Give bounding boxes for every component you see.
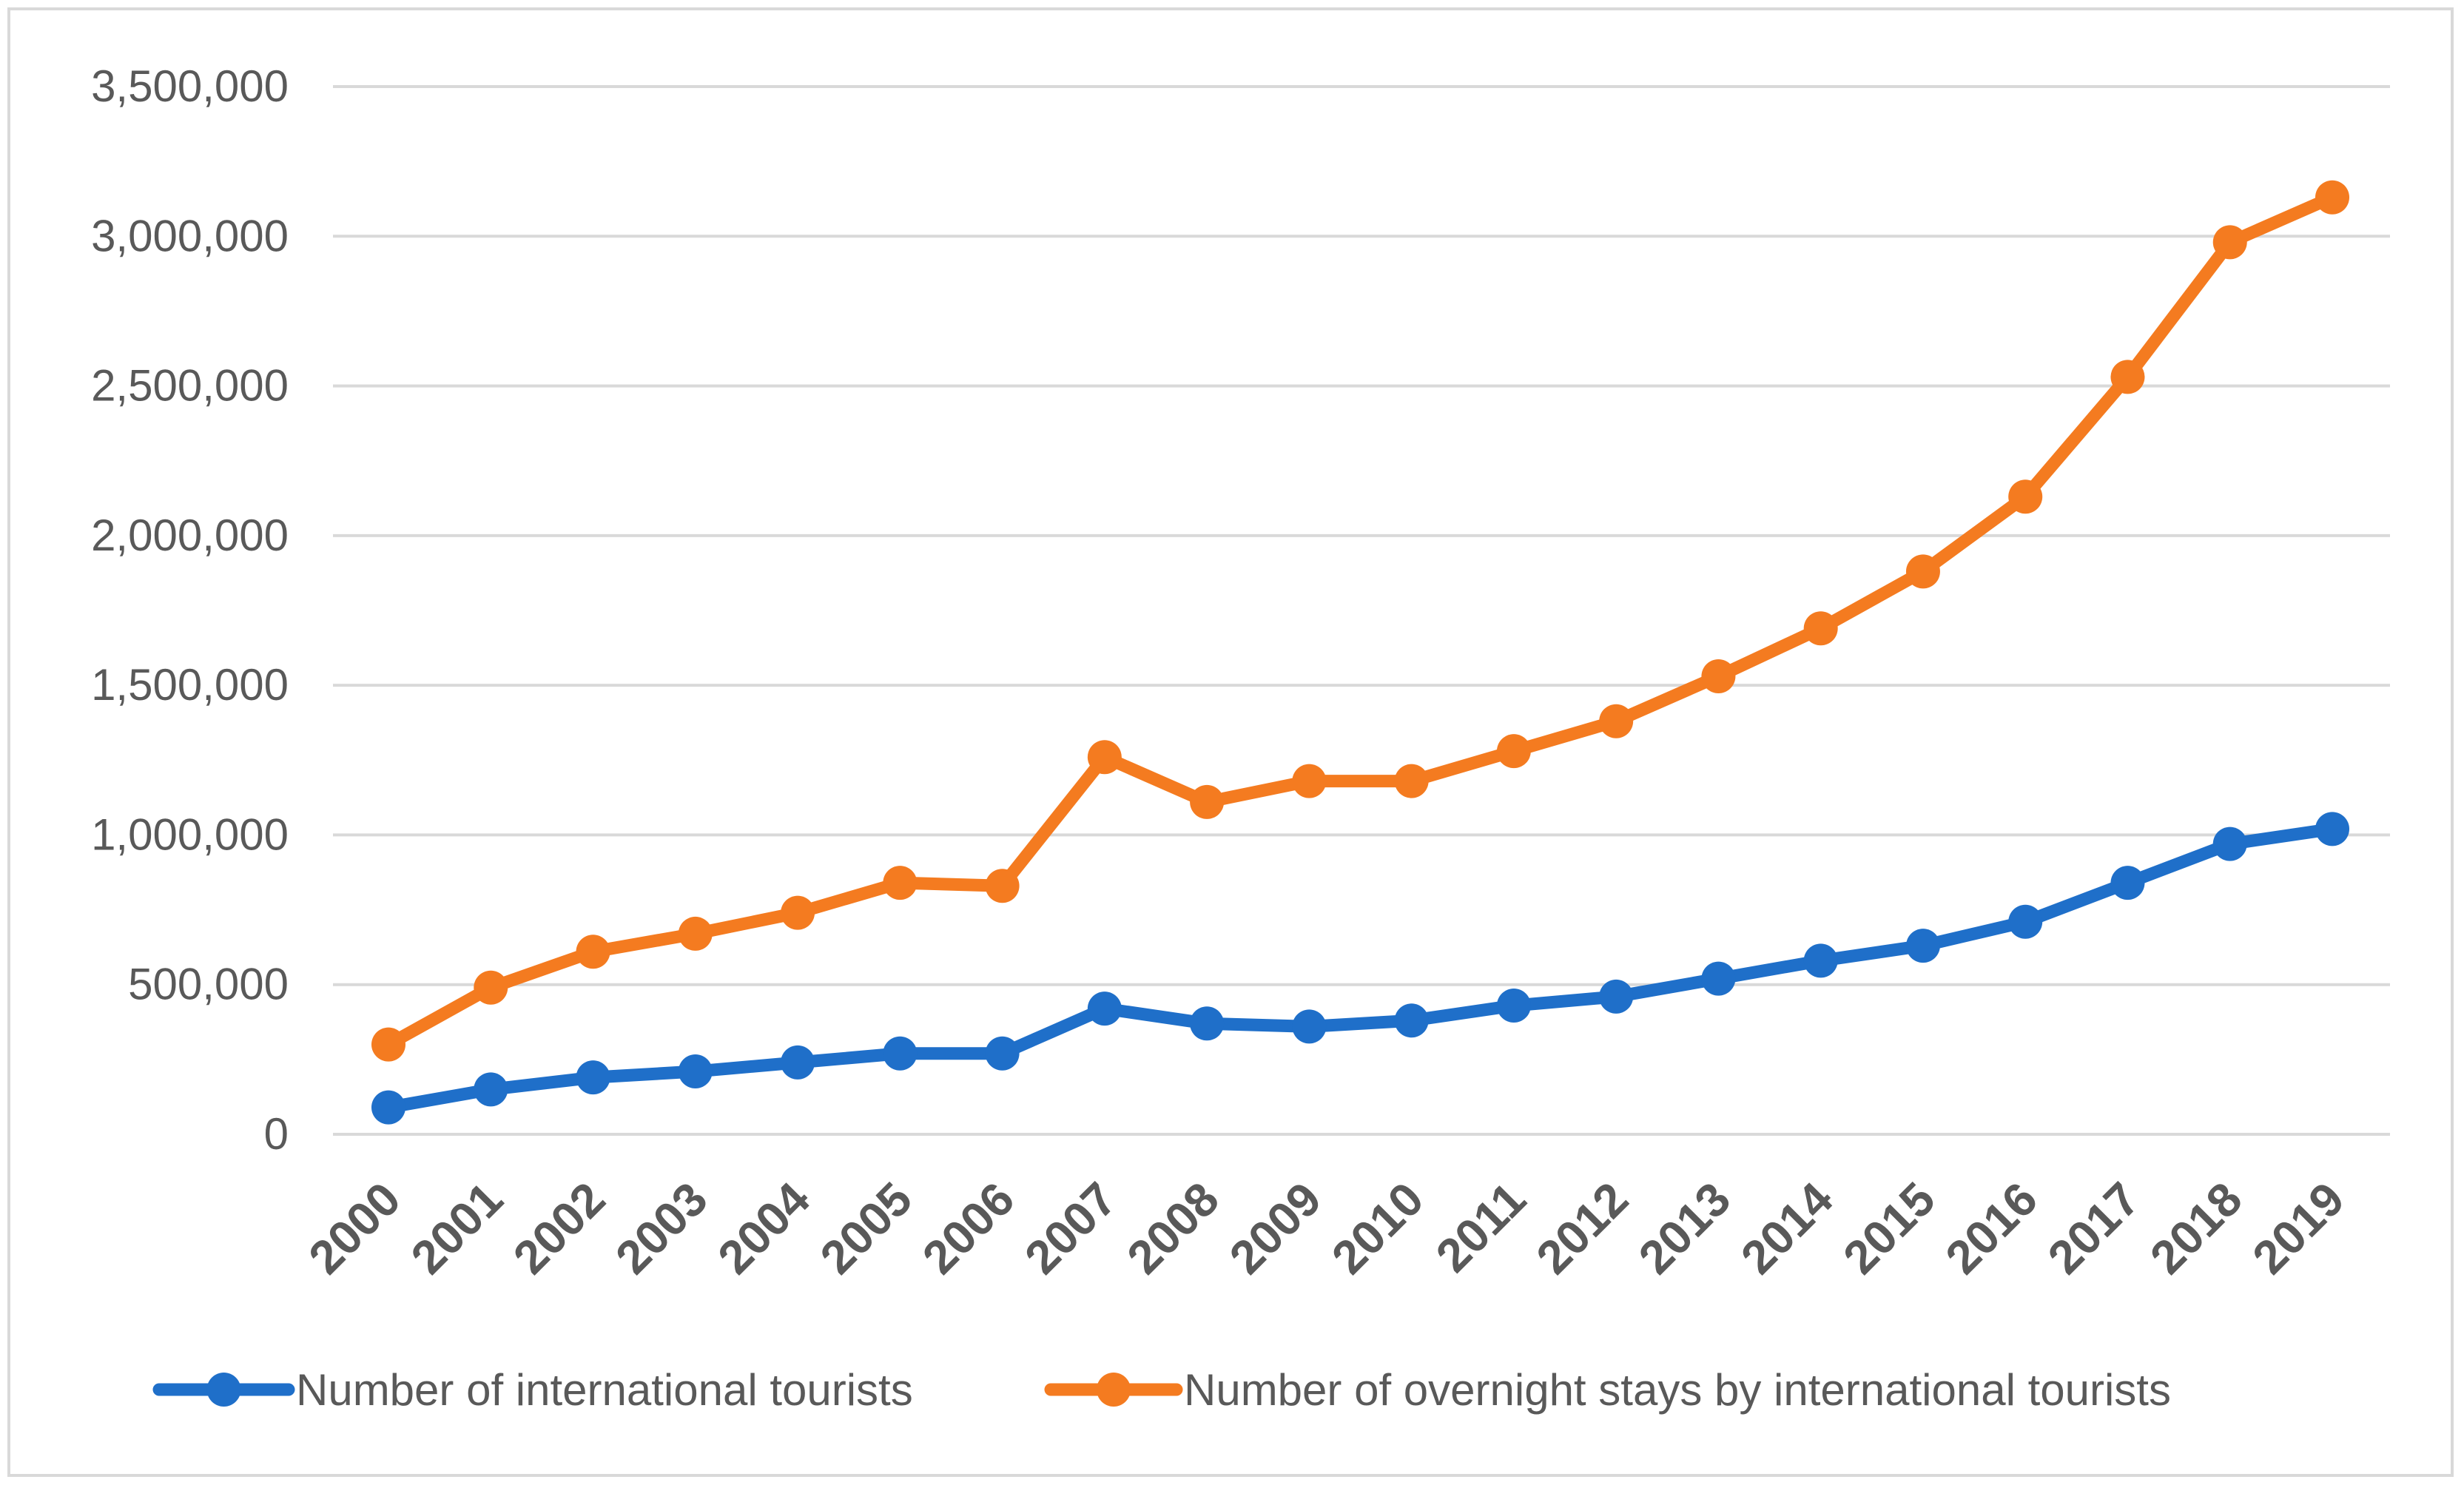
data-point: [1394, 1003, 1429, 1038]
data-point: [781, 895, 815, 930]
x-tick-label: 2011: [1426, 1172, 1536, 1282]
data-point: [474, 970, 508, 1005]
y-tick-label: 500,000: [128, 960, 289, 1009]
series-overnight-stays: [371, 180, 2349, 1062]
data-point: [1087, 991, 1122, 1026]
data-point: [2212, 225, 2247, 260]
x-tick-label: 2000: [298, 1172, 411, 1285]
data-point: [2315, 180, 2349, 215]
series-international-tourists: [371, 812, 2349, 1125]
x-tick-label: 2005: [810, 1172, 923, 1285]
data-point: [985, 1036, 1020, 1071]
legend-label: Number of international tourists: [296, 1365, 913, 1415]
data-point: [678, 916, 713, 951]
data-point: [371, 1027, 405, 1062]
x-tick-label: 2012: [1526, 1172, 1638, 1285]
data-point: [1394, 764, 1429, 798]
x-tick-label: 2010: [1322, 1172, 1434, 1285]
x-tick-label: 2016: [1936, 1172, 2048, 1285]
data-point: [1701, 961, 1736, 996]
series-layer: [371, 180, 2349, 1125]
x-tick-label: 2006: [912, 1172, 1025, 1285]
data-point: [1087, 740, 1122, 775]
legend-marker: [1097, 1373, 1131, 1407]
x-tick-label: 2004: [707, 1172, 820, 1285]
x-tick-label: 2015: [1833, 1172, 1945, 1285]
data-point: [2315, 812, 2349, 846]
data-point: [1599, 979, 1634, 1014]
data-point: [576, 1060, 610, 1095]
x-tick-label: 2019: [2242, 1172, 2354, 1285]
data-point: [2110, 360, 2145, 394]
x-tick-label: 2008: [1117, 1172, 1229, 1285]
data-point: [2212, 826, 2247, 861]
data-point: [576, 935, 610, 969]
legend-entry: Number of international tourists: [152, 1365, 913, 1415]
x-tick-label: 2017: [2038, 1172, 2150, 1285]
data-point: [1292, 1009, 1327, 1044]
data-point: [474, 1072, 508, 1107]
series-line: [382, 191, 2339, 1051]
data-point: [1701, 659, 1736, 694]
y-tick-label: 2,000,000: [91, 511, 289, 560]
data-point: [2110, 866, 2145, 900]
data-point: [883, 1036, 918, 1071]
data-point: [1292, 764, 1327, 798]
x-tick-label: 2003: [605, 1172, 718, 1285]
data-point: [781, 1045, 815, 1080]
data-point: [1803, 611, 1838, 646]
x-tick-label: 2009: [1219, 1172, 1332, 1285]
data-point: [1803, 943, 1838, 978]
y-tick-label: 1,000,000: [91, 809, 289, 859]
data-point: [678, 1054, 713, 1089]
data-point: [1496, 989, 1531, 1023]
legend-marker: [206, 1373, 241, 1407]
x-tick-label: 2013: [1629, 1172, 1741, 1285]
x-tick-label: 2018: [2140, 1172, 2252, 1285]
y-tick-label: 2,500,000: [91, 361, 289, 411]
y-tick-label: 3,000,000: [91, 211, 289, 260]
y-tick-label: 1,500,000: [91, 660, 289, 710]
y-axis-tick-labels: 0 500,000 1,000,000 1,500,000 2,000,000 2,500…: [91, 61, 289, 1159]
data-point: [371, 1090, 405, 1125]
data-point: [985, 869, 1020, 903]
data-point: [1599, 704, 1634, 738]
x-tick-label: 2001: [401, 1172, 514, 1285]
data-point: [1496, 734, 1531, 769]
legend-entry: Number of overnight stays by internation…: [1044, 1365, 2171, 1415]
data-point: [1190, 784, 1225, 819]
series-line: [382, 822, 2339, 1114]
y-tick-label: 0: [264, 1109, 289, 1159]
x-tick-label: 2002: [503, 1172, 616, 1285]
data-point: [1905, 929, 1940, 963]
legend-label: Number of overnight stays by internation…: [1184, 1365, 2171, 1415]
y-tick-label: 3,500,000: [91, 61, 289, 111]
data-point: [2008, 904, 2043, 939]
gridlines: [333, 85, 2390, 1136]
data-point: [2008, 479, 2043, 514]
data-point: [1905, 554, 1940, 589]
chart-frame: [7, 7, 2454, 1477]
data-point: [1190, 1006, 1225, 1041]
x-tick-label: 2014: [1731, 1172, 1843, 1285]
data-point: [883, 866, 918, 900]
legend: Number of international tourists Number o…: [152, 1365, 2171, 1415]
x-tick-label: 2007: [1014, 1172, 1127, 1285]
x-axis-tick-labels: 2000200120022003200420052006200720082009…: [298, 1172, 2354, 1285]
